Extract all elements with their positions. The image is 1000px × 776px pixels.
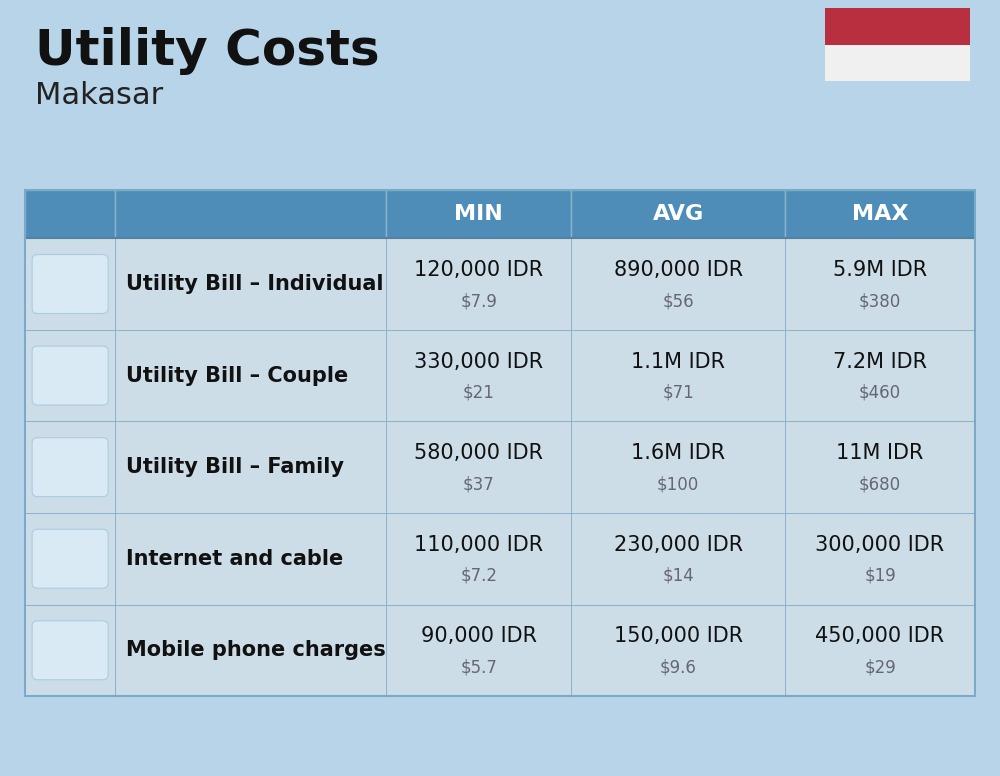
FancyBboxPatch shape	[115, 421, 386, 513]
FancyBboxPatch shape	[32, 346, 108, 405]
FancyBboxPatch shape	[386, 605, 571, 696]
Text: $380: $380	[859, 292, 901, 310]
Text: 450,000 IDR: 450,000 IDR	[815, 626, 945, 646]
FancyBboxPatch shape	[115, 605, 386, 696]
Text: $71: $71	[662, 383, 694, 402]
FancyBboxPatch shape	[25, 190, 115, 238]
FancyBboxPatch shape	[785, 421, 975, 513]
FancyBboxPatch shape	[32, 255, 108, 314]
FancyBboxPatch shape	[571, 605, 785, 696]
FancyBboxPatch shape	[825, 44, 970, 81]
Text: 11M IDR: 11M IDR	[836, 443, 924, 463]
Text: $29: $29	[864, 658, 896, 677]
Text: $21: $21	[463, 383, 495, 402]
FancyBboxPatch shape	[32, 438, 108, 497]
Text: 580,000 IDR: 580,000 IDR	[414, 443, 543, 463]
Text: Mobile phone charges: Mobile phone charges	[126, 640, 386, 660]
Text: Makasar: Makasar	[35, 81, 163, 110]
Text: $5.7: $5.7	[460, 658, 497, 677]
Text: $14: $14	[662, 566, 694, 585]
FancyBboxPatch shape	[571, 190, 785, 238]
Text: 120,000 IDR: 120,000 IDR	[414, 260, 543, 280]
FancyBboxPatch shape	[571, 421, 785, 513]
Text: MAX: MAX	[852, 204, 908, 224]
FancyBboxPatch shape	[785, 190, 975, 238]
FancyBboxPatch shape	[25, 605, 115, 696]
FancyBboxPatch shape	[825, 8, 970, 44]
Text: Utility Bill – Individual: Utility Bill – Individual	[126, 274, 384, 294]
Text: $37: $37	[463, 475, 494, 494]
Text: $100: $100	[657, 475, 699, 494]
FancyBboxPatch shape	[115, 330, 386, 421]
FancyBboxPatch shape	[25, 513, 115, 605]
FancyBboxPatch shape	[785, 513, 975, 605]
FancyBboxPatch shape	[386, 238, 571, 330]
Text: 7.2M IDR: 7.2M IDR	[833, 352, 927, 372]
Text: $7.2: $7.2	[460, 566, 497, 585]
Text: Utility Bill – Family: Utility Bill – Family	[126, 457, 344, 477]
Text: Utility Costs: Utility Costs	[35, 27, 380, 75]
FancyBboxPatch shape	[115, 238, 386, 330]
FancyBboxPatch shape	[115, 513, 386, 605]
FancyBboxPatch shape	[25, 421, 115, 513]
Text: 230,000 IDR: 230,000 IDR	[614, 535, 743, 555]
Text: 90,000 IDR: 90,000 IDR	[421, 626, 537, 646]
Text: 330,000 IDR: 330,000 IDR	[414, 352, 543, 372]
FancyBboxPatch shape	[386, 421, 571, 513]
FancyBboxPatch shape	[571, 238, 785, 330]
Text: AVG: AVG	[653, 204, 704, 224]
Text: MIN: MIN	[454, 204, 503, 224]
Text: 890,000 IDR: 890,000 IDR	[614, 260, 743, 280]
Text: $680: $680	[859, 475, 901, 494]
Text: $9.6: $9.6	[660, 658, 697, 677]
FancyBboxPatch shape	[386, 190, 571, 238]
FancyBboxPatch shape	[386, 513, 571, 605]
Text: $19: $19	[864, 566, 896, 585]
FancyBboxPatch shape	[25, 238, 115, 330]
Text: 110,000 IDR: 110,000 IDR	[414, 535, 543, 555]
FancyBboxPatch shape	[571, 330, 785, 421]
Text: 300,000 IDR: 300,000 IDR	[815, 535, 945, 555]
Text: 1.1M IDR: 1.1M IDR	[631, 352, 725, 372]
FancyBboxPatch shape	[785, 330, 975, 421]
Text: 5.9M IDR: 5.9M IDR	[833, 260, 927, 280]
FancyBboxPatch shape	[785, 605, 975, 696]
FancyBboxPatch shape	[785, 238, 975, 330]
FancyBboxPatch shape	[32, 621, 108, 680]
Text: Utility Bill – Couple: Utility Bill – Couple	[126, 365, 348, 386]
FancyBboxPatch shape	[115, 190, 386, 238]
Text: Internet and cable: Internet and cable	[126, 549, 343, 569]
FancyBboxPatch shape	[386, 330, 571, 421]
Text: $460: $460	[859, 383, 901, 402]
Text: $7.9: $7.9	[460, 292, 497, 310]
FancyBboxPatch shape	[571, 513, 785, 605]
FancyBboxPatch shape	[32, 529, 108, 588]
FancyBboxPatch shape	[25, 330, 115, 421]
Text: $56: $56	[662, 292, 694, 310]
Text: 1.6M IDR: 1.6M IDR	[631, 443, 725, 463]
Text: 150,000 IDR: 150,000 IDR	[614, 626, 743, 646]
